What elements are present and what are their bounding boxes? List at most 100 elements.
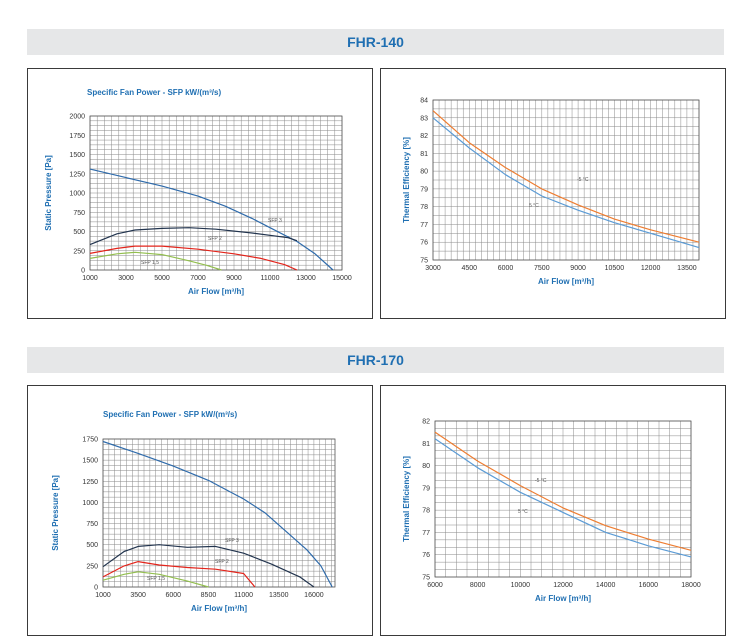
curve-label: SFP 3: [268, 218, 282, 224]
y-tick-label: 77: [420, 222, 428, 229]
y-tick-label: 0: [94, 585, 98, 592]
series-line: [102, 571, 209, 588]
y-axis-label: Static Pressure [Pa]: [51, 475, 60, 551]
y-tick-label: 79: [422, 485, 430, 492]
y-tick-label: 80: [422, 463, 430, 470]
y-tick-label: 250: [73, 248, 85, 255]
panel-fhr170-sfp: 1000 3500 6000 8500 11000 13500 16000 0 250 500 75…: [27, 385, 373, 636]
y-tick-label: 1500: [69, 152, 85, 159]
series-line: [89, 227, 298, 246]
y-axis-label: Static Pressure [Pa]: [44, 155, 53, 231]
plot-frame: [432, 99, 700, 261]
y-tick-label: 2000: [69, 114, 85, 121]
series-line: [432, 117, 700, 249]
y-tick-label: 500: [73, 229, 85, 236]
x-tick-label: 12000: [553, 582, 573, 589]
x-tick-label: 3000: [425, 265, 441, 272]
x-tick-label: 7000: [190, 275, 206, 282]
plot-frame: [434, 420, 692, 578]
curve-label: -5 °C: [577, 177, 589, 183]
x-tick-label: 7500: [534, 265, 550, 272]
series-line: [102, 544, 315, 588]
y-tick-label: 500: [86, 542, 98, 549]
y-tick-label: 82: [422, 419, 430, 426]
y-tick-label: 1000: [82, 500, 98, 507]
x-tick-label: 16000: [639, 582, 659, 589]
x-tick-label: 8500: [201, 592, 217, 599]
panel-fhr140-sfp: 1000 3000 5000 7000 9000 11000 13000 15000 0 250 5…: [27, 68, 373, 319]
x-tick-label: 6000: [427, 582, 443, 589]
x-tick-label: 6000: [166, 592, 182, 599]
y-tick-label: 1500: [82, 458, 98, 465]
x-tick-label: 13000: [296, 275, 316, 282]
y-tick-label: 76: [422, 552, 430, 559]
plot-frame: [89, 115, 343, 271]
y-tick-label: 1750: [82, 437, 98, 444]
curve-label: SFP 1,5: [141, 260, 159, 266]
chart-title: Specific Fan Power - SFP kW/(m³/s): [103, 410, 237, 419]
series-line: [89, 251, 222, 271]
grid: [434, 420, 692, 578]
chart-fhr170-sfp: 1000 3500 6000 8500 11000 13500 16000 0 250 500 75…: [51, 410, 336, 613]
x-tick-label: 8000: [470, 582, 486, 589]
y-tick-label: 81: [420, 151, 428, 158]
x-axis-label: Air Flow [m³/h]: [191, 604, 247, 613]
x-tick-label: 10500: [605, 265, 625, 272]
section-title-fhr140: FHR-140: [27, 29, 724, 55]
curve-label: SFP 2: [208, 236, 222, 242]
x-tick-label: 3500: [130, 592, 146, 599]
section-title-fhr170: FHR-170: [27, 347, 724, 373]
y-tick-label: 76: [420, 240, 428, 247]
y-tick-label: 80: [420, 169, 428, 176]
x-tick-label: 3000: [118, 275, 134, 282]
series-line: [434, 431, 692, 551]
x-tick-label: 13500: [269, 592, 289, 599]
panel-fhr140-efficiency: 3000 4500 6000 7500 9000 10500 12000 13500 75 76 7…: [380, 68, 726, 319]
x-tick-label: 15000: [332, 275, 352, 282]
curve-label: 5 °C: [518, 509, 528, 515]
y-tick-label: 1750: [69, 133, 85, 140]
x-tick-label: 6000: [498, 265, 514, 272]
x-tick-label: 18000: [681, 582, 701, 589]
x-tick-label: 11000: [261, 275, 280, 282]
y-tick-label: 82: [420, 133, 428, 140]
y-tick-label: 79: [420, 186, 428, 193]
plot-frame: [102, 438, 336, 588]
x-tick-label: 11000: [234, 592, 253, 599]
curve-label: SFP 2: [215, 559, 229, 565]
y-tick-label: 77: [422, 530, 430, 537]
y-tick-label: 750: [86, 521, 98, 528]
x-tick-label: 12000: [641, 265, 661, 272]
series-line: [434, 438, 692, 558]
x-tick-label: 10000: [511, 582, 531, 589]
x-axis-label: Air Flow [m³/h]: [535, 594, 591, 603]
x-tick-label: 14000: [596, 582, 616, 589]
x-tick-label: 5000: [154, 275, 170, 282]
series-line: [102, 561, 256, 588]
chart-title: Specific Fan Power - SFP kW/(m³/s): [87, 88, 221, 97]
curve-label: SFP 1,5: [147, 576, 165, 582]
x-tick-label: 1000: [82, 275, 98, 282]
panel-fhr170-efficiency: 6000 8000 10000 12000 14000 16000 18000 75 76 77 7…: [380, 385, 726, 636]
y-tick-label: 750: [73, 210, 85, 217]
y-axis-label: Thermal Efficiency [%]: [402, 137, 411, 223]
y-tick-label: 84: [420, 98, 428, 105]
y-tick-label: 81: [422, 441, 430, 448]
series-line: [89, 245, 298, 271]
x-tick-label: 4500: [461, 265, 477, 272]
y-tick-label: 1250: [69, 171, 85, 178]
y-tick-label: 1250: [82, 479, 98, 486]
curve-label: -5 °C: [535, 478, 547, 484]
x-tick-label: 16000: [304, 592, 324, 599]
x-tick-label: 9000: [226, 275, 242, 282]
series-line: [89, 168, 334, 271]
chart-fhr140-sfp: 1000 3000 5000 7000 9000 11000 13000 15000 0 250 5…: [44, 88, 352, 296]
y-tick-label: 78: [422, 508, 430, 515]
y-tick-label: 78: [420, 204, 428, 211]
x-axis-label: Air Flow [m³/h]: [538, 277, 594, 286]
x-tick-label: 13500: [677, 265, 697, 272]
chart-fhr140-efficiency: 3000 4500 6000 7500 9000 10500 12000 13500 75 76 7…: [402, 98, 700, 286]
y-tick-label: 83: [420, 115, 428, 122]
y-tick-label: 250: [86, 563, 98, 570]
y-axis-label: Thermal Efficiency [%]: [402, 456, 411, 542]
